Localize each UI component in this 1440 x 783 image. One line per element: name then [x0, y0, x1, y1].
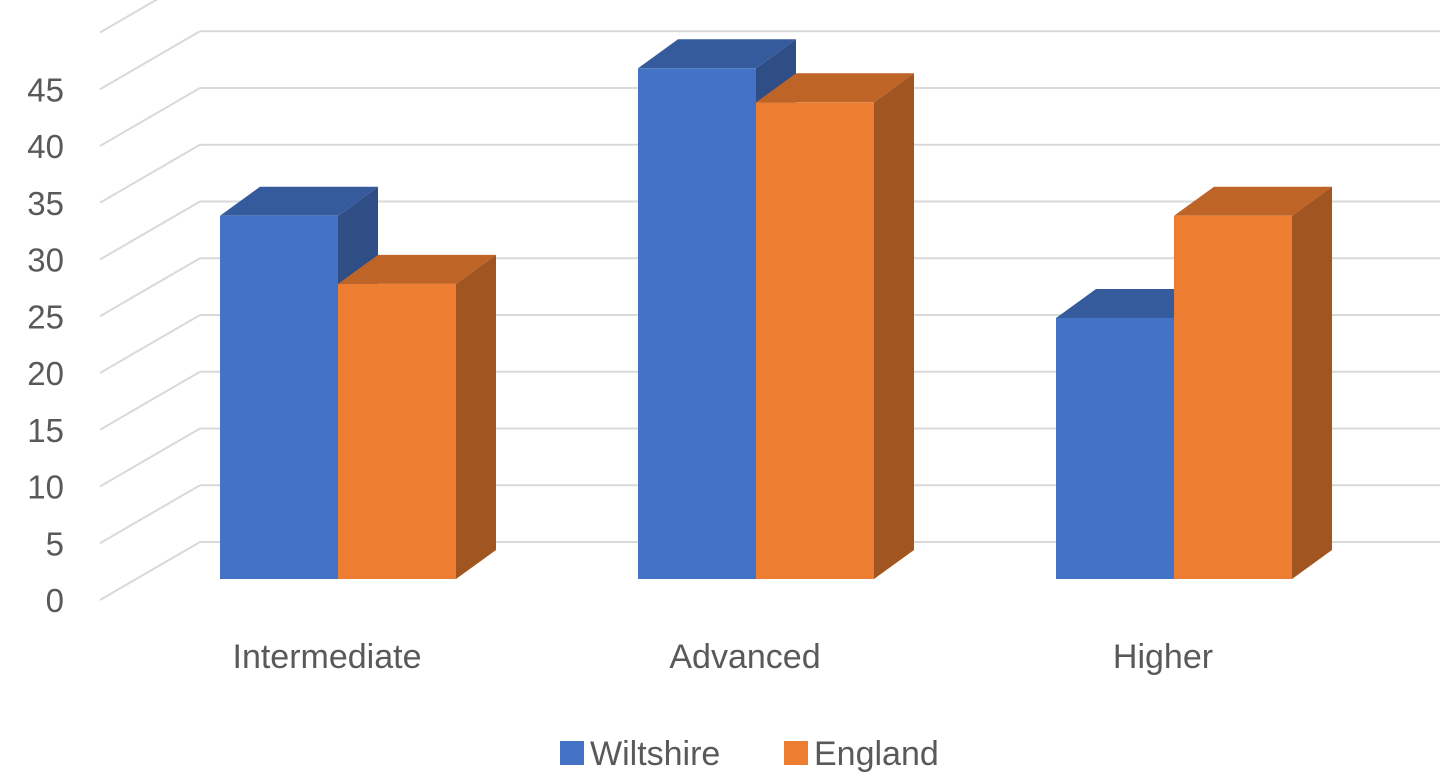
x-tick-label: Higher — [1113, 638, 1213, 676]
y-tick-label: 35 — [27, 185, 64, 222]
bar-side — [456, 254, 496, 579]
gridline — [99, 484, 201, 545]
legend-item: Wiltshire — [560, 735, 720, 773]
x-axis: Intermediate Advanced Higher — [233, 638, 1214, 676]
gridline — [99, 257, 201, 318]
gridline — [99, 87, 201, 147]
legend-swatch — [560, 741, 584, 765]
bar-side — [874, 73, 914, 580]
y-tick-label: 5 — [46, 525, 64, 562]
legend-label: Wiltshire — [590, 735, 720, 773]
y-tick-label: 25 — [27, 298, 64, 335]
bar-top — [756, 73, 914, 103]
bar-england-intermediate — [338, 254, 496, 579]
y-tick-label: 10 — [27, 469, 64, 506]
bar-top — [338, 254, 496, 284]
bar-england-advanced — [756, 73, 914, 580]
y-tick-label: 45 — [27, 71, 64, 108]
bar-top — [220, 186, 378, 216]
bar-top — [638, 39, 796, 69]
bar-england-higher — [1174, 186, 1332, 580]
bar-front — [1056, 317, 1174, 579]
legend-swatch — [784, 741, 808, 765]
bar-front — [1174, 215, 1292, 580]
legend-item: England — [784, 735, 939, 773]
bar-front — [638, 68, 756, 579]
bars — [220, 39, 1332, 580]
y-tick-label: 40 — [27, 128, 64, 165]
bar-front — [220, 215, 338, 580]
gridline — [99, 0, 159, 34]
gridline — [99, 427, 201, 488]
bar-top — [1174, 186, 1332, 216]
gridline — [99, 200, 201, 261]
gridline — [99, 541, 201, 601]
x-tick-label: Advanced — [669, 638, 820, 676]
y-axis: 0 5 10 15 20 25 30 35 40 45 — [27, 71, 64, 619]
gridline — [99, 314, 201, 374]
bar-side — [1292, 186, 1332, 580]
y-tick-label: 30 — [27, 242, 64, 279]
y-tick-label: 15 — [27, 412, 64, 449]
y-tick-label: 0 — [46, 582, 64, 619]
bar-front — [338, 283, 456, 579]
gridline — [99, 143, 201, 204]
gridline — [99, 370, 201, 431]
gridline — [99, 30, 201, 91]
y-tick-label: 20 — [27, 355, 64, 392]
legend: Wiltshire England — [560, 735, 939, 773]
legend-label: England — [814, 735, 939, 773]
x-tick-label: Intermediate — [233, 638, 422, 676]
bar-front — [756, 102, 874, 580]
